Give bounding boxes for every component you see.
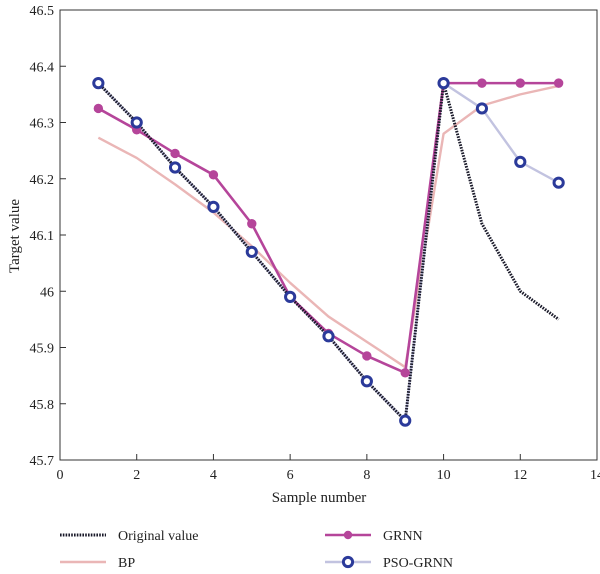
y-tick-label: 46 (40, 285, 54, 300)
data-point-pso-grnn (514, 155, 527, 168)
axes: 0246810121445.745.845.94646.146.246.346.… (30, 4, 600, 483)
data-point-grnn (400, 368, 410, 378)
x-tick-label: 4 (210, 468, 217, 483)
data-point-grnn (93, 103, 104, 114)
data-point-grnn (170, 148, 180, 159)
plot-area (92, 77, 565, 427)
y-tick-label: 46.4 (30, 60, 55, 75)
legend-label-grnn: GRNN (383, 529, 423, 544)
y-tick-label: 46.3 (30, 117, 55, 132)
y-tick-label: 46.1 (30, 229, 55, 244)
y-tick-label: 45.9 (30, 342, 55, 357)
data-point-pso-grnn (322, 330, 335, 343)
y-axis-label: Target value (7, 199, 23, 273)
data-point-pso-grnn (437, 77, 450, 90)
data-point-pso-grnn (360, 375, 373, 388)
plot-frame (59, 9, 598, 461)
series-line-bp (97, 84, 559, 369)
y-tick-label: 46.5 (30, 4, 55, 19)
series-line-original-value (97, 81, 560, 423)
x-tick-label: 2 (133, 468, 140, 483)
data-point-pso-grnn (92, 77, 105, 90)
x-tick-label: 6 (287, 468, 294, 483)
x-tick-label: 0 (57, 468, 64, 483)
x-tick-label: 10 (437, 468, 451, 483)
data-point-grnn (362, 351, 372, 361)
data-point-pso-grnn (130, 116, 143, 129)
y-tick-label: 46.2 (30, 173, 55, 188)
data-point-grnn (553, 78, 564, 88)
series-line-pso-grnn (97, 81, 560, 422)
legend-marker-pso-grnn (341, 555, 355, 569)
legend: Original value BP GRNN PSO-GRNN (60, 529, 453, 571)
legend-label-bp: BP (118, 556, 135, 571)
x-tick-label: 12 (513, 468, 527, 483)
x-tick-label: 14 (590, 468, 600, 483)
data-point-pso-grnn (475, 102, 489, 115)
data-point-pso-grnn (552, 176, 565, 189)
y-tick-label: 45.8 (30, 398, 55, 413)
data-point-pso-grnn (245, 245, 258, 258)
data-point-pso-grnn (399, 414, 412, 427)
data-point-grnn (208, 170, 219, 180)
legend-marker-grnn (343, 530, 353, 540)
data-point-pso-grnn (284, 290, 297, 303)
data-point-pso-grnn (207, 200, 220, 213)
legend-label-pso-grnn: PSO-GRNN (383, 556, 453, 571)
data-point-grnn (515, 78, 525, 88)
legend-label-original-value: Original value (118, 529, 198, 544)
y-tick-label: 45.7 (30, 454, 55, 469)
data-point-pso-grnn (168, 161, 182, 174)
data-point-grnn (477, 78, 487, 88)
data-point-grnn (247, 219, 257, 229)
x-axis-label: Sample number (272, 490, 367, 506)
x-tick-label: 8 (363, 468, 370, 483)
